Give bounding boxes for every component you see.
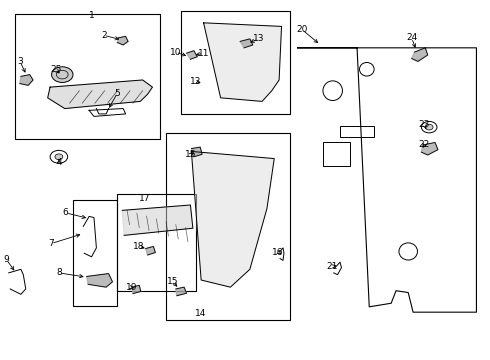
Text: 25: 25 (50, 66, 62, 75)
Polygon shape (192, 152, 274, 287)
Text: 24: 24 (406, 33, 417, 42)
Text: 18: 18 (133, 242, 145, 251)
Text: 23: 23 (418, 120, 430, 129)
Text: 4: 4 (56, 158, 62, 167)
Text: 3: 3 (17, 57, 23, 66)
Circle shape (425, 124, 433, 130)
Text: 8: 8 (56, 268, 62, 277)
Polygon shape (122, 205, 193, 235)
Polygon shape (192, 147, 202, 157)
Text: 15: 15 (167, 277, 179, 286)
Text: 7: 7 (48, 239, 54, 248)
Bar (166, 133, 290, 320)
Text: 13: 13 (253, 35, 265, 44)
Text: 6: 6 (63, 208, 69, 217)
Bar (74, 200, 117, 306)
Circle shape (55, 154, 63, 159)
Text: 10: 10 (170, 48, 182, 57)
Polygon shape (203, 23, 282, 102)
Text: 14: 14 (195, 310, 206, 319)
Text: 9: 9 (3, 255, 9, 264)
Polygon shape (20, 75, 33, 85)
Bar (323, 143, 350, 166)
Text: 22: 22 (418, 140, 430, 149)
Polygon shape (240, 39, 253, 48)
Text: 20: 20 (297, 26, 308, 35)
Text: 11: 11 (198, 49, 209, 58)
Bar (15, 14, 160, 139)
Bar (181, 12, 290, 114)
Bar (117, 194, 196, 292)
Circle shape (51, 67, 73, 82)
Text: 2: 2 (101, 31, 106, 40)
Polygon shape (117, 36, 128, 45)
Polygon shape (421, 143, 438, 155)
Polygon shape (48, 80, 152, 109)
Text: 19: 19 (126, 283, 138, 292)
Bar (340, 126, 374, 137)
Text: 15: 15 (185, 150, 196, 159)
Polygon shape (412, 48, 428, 62)
Text: 1: 1 (89, 11, 95, 20)
Polygon shape (146, 247, 155, 255)
Polygon shape (132, 285, 141, 294)
Text: 17: 17 (139, 194, 151, 203)
Text: 5: 5 (115, 89, 120, 98)
Polygon shape (87, 274, 113, 287)
Polygon shape (187, 51, 197, 59)
Polygon shape (176, 287, 187, 296)
Text: 21: 21 (326, 262, 338, 271)
Text: 16: 16 (272, 248, 284, 257)
Text: 12: 12 (190, 77, 201, 86)
